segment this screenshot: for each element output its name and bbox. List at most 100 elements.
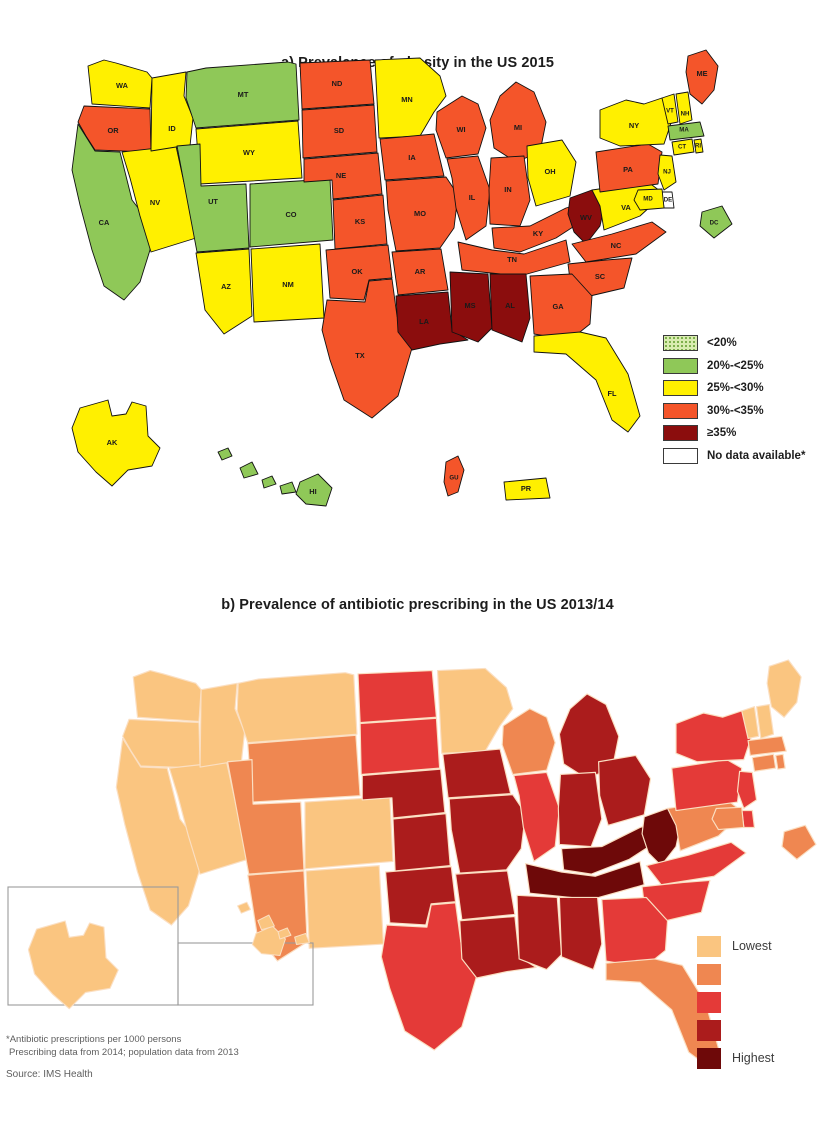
state-vt[interactable] xyxy=(741,706,760,740)
state-label-ca: CA xyxy=(99,218,110,227)
state-dc[interactable] xyxy=(781,824,817,860)
state-wa[interactable] xyxy=(132,670,202,723)
state-ok[interactable] xyxy=(325,244,393,301)
state-label-ia: IA xyxy=(408,153,416,162)
state-label-nd: ND xyxy=(332,79,343,88)
state-tn[interactable] xyxy=(524,860,645,901)
legend-b-row: Lowest xyxy=(697,932,832,960)
state-al[interactable] xyxy=(489,273,531,343)
state-mt[interactable] xyxy=(185,61,300,129)
state-ks[interactable] xyxy=(332,194,388,250)
state-ma[interactable] xyxy=(747,735,787,756)
state-ut[interactable] xyxy=(176,143,250,253)
state-ms[interactable] xyxy=(449,271,493,343)
state-label-az: AZ xyxy=(221,282,231,291)
state-sd[interactable] xyxy=(359,717,441,776)
state-label-nc: NC xyxy=(611,241,622,250)
state-mo[interactable] xyxy=(448,794,527,874)
legend-b-row: Highest xyxy=(697,1044,832,1072)
state-ma[interactable] xyxy=(667,121,705,141)
state-pa[interactable] xyxy=(671,759,743,812)
state-ct[interactable] xyxy=(671,138,695,156)
state-id[interactable] xyxy=(199,682,246,768)
state-il[interactable] xyxy=(446,155,491,241)
state-nd[interactable] xyxy=(357,670,438,724)
state-label-wi: WI xyxy=(456,125,465,134)
state-me[interactable] xyxy=(685,49,719,105)
state-mn[interactable] xyxy=(436,667,514,754)
state-ga[interactable] xyxy=(529,273,593,341)
state-gu[interactable] xyxy=(443,455,465,497)
state-dc[interactable] xyxy=(699,205,733,239)
state-id[interactable] xyxy=(150,71,194,152)
state-ak[interactable] xyxy=(27,920,119,1010)
state-ia[interactable] xyxy=(442,748,512,799)
state-ut[interactable] xyxy=(227,759,305,875)
state-label-sd: SD xyxy=(334,126,345,135)
state-ca[interactable] xyxy=(115,737,202,926)
state-pr[interactable] xyxy=(503,477,551,501)
state-la[interactable] xyxy=(395,291,469,351)
state-ia[interactable] xyxy=(379,133,445,181)
state-wy[interactable] xyxy=(247,734,361,803)
state-ms[interactable] xyxy=(516,894,563,971)
state-ri[interactable] xyxy=(775,753,786,770)
state-in[interactable] xyxy=(557,771,603,848)
state-ar[interactable] xyxy=(391,248,449,296)
state-ne[interactable] xyxy=(361,768,446,819)
figure-b-antibiotic-map: b) Prevalence of antibiotic prescribing … xyxy=(0,565,835,1144)
state-nh[interactable] xyxy=(755,703,775,740)
state-me[interactable] xyxy=(766,659,802,718)
state-ri[interactable] xyxy=(693,138,704,154)
state-ct[interactable] xyxy=(751,753,777,772)
state-ne[interactable] xyxy=(303,152,383,200)
state-or[interactable] xyxy=(77,105,152,153)
state-co[interactable] xyxy=(304,796,394,870)
state-mt[interactable] xyxy=(236,672,358,744)
state-oh[interactable] xyxy=(526,139,577,207)
state-nm[interactable] xyxy=(305,865,385,949)
state-wa[interactable] xyxy=(87,59,153,109)
legend-a-row: No data available* xyxy=(663,445,833,468)
state-hi[interactable] xyxy=(295,473,333,507)
state-ga[interactable] xyxy=(601,896,669,968)
state-vt[interactable] xyxy=(661,93,679,125)
state-nj[interactable] xyxy=(736,770,758,809)
state-wi[interactable] xyxy=(501,708,556,776)
state-wi[interactable] xyxy=(435,95,487,159)
state-co[interactable] xyxy=(249,178,334,248)
state-mn[interactable] xyxy=(374,57,447,139)
state-label-va: VA xyxy=(621,203,631,212)
state-sd[interactable] xyxy=(301,104,378,159)
state-label-me: ME xyxy=(696,69,707,78)
state-mo[interactable] xyxy=(385,176,459,252)
state-in[interactable] xyxy=(488,155,531,227)
state-ny[interactable] xyxy=(675,710,753,763)
state-fl[interactable] xyxy=(533,331,641,433)
state-al[interactable] xyxy=(558,896,603,971)
state-la[interactable] xyxy=(459,915,537,979)
state-ok[interactable] xyxy=(384,866,457,926)
state-md[interactable] xyxy=(633,188,665,211)
state-ak[interactable] xyxy=(71,399,161,487)
state-il[interactable] xyxy=(513,771,560,862)
state-oh[interactable] xyxy=(598,754,652,826)
state-nj[interactable] xyxy=(657,154,677,191)
state-md[interactable] xyxy=(711,806,745,831)
state-ks[interactable] xyxy=(392,813,451,872)
legend-a-swatch-2 xyxy=(663,380,698,397)
state-nd[interactable] xyxy=(299,59,375,110)
state-label-fl: FL xyxy=(607,389,617,398)
state-tx[interactable] xyxy=(321,278,413,419)
legend-a-label-1: 20%-<25% xyxy=(707,359,764,372)
footnote-source: Source: IMS Health xyxy=(6,1069,93,1080)
state-label-ky: KY xyxy=(533,229,543,238)
state-label-ak: AK xyxy=(107,438,118,447)
state-az[interactable] xyxy=(195,248,253,335)
state-label-ct: CT xyxy=(678,144,686,151)
state-tx[interactable] xyxy=(380,902,478,1051)
state-nh[interactable] xyxy=(675,91,693,125)
state-ca[interactable] xyxy=(71,123,153,301)
state-tn[interactable] xyxy=(457,239,571,277)
state-ar[interactable] xyxy=(454,870,516,921)
